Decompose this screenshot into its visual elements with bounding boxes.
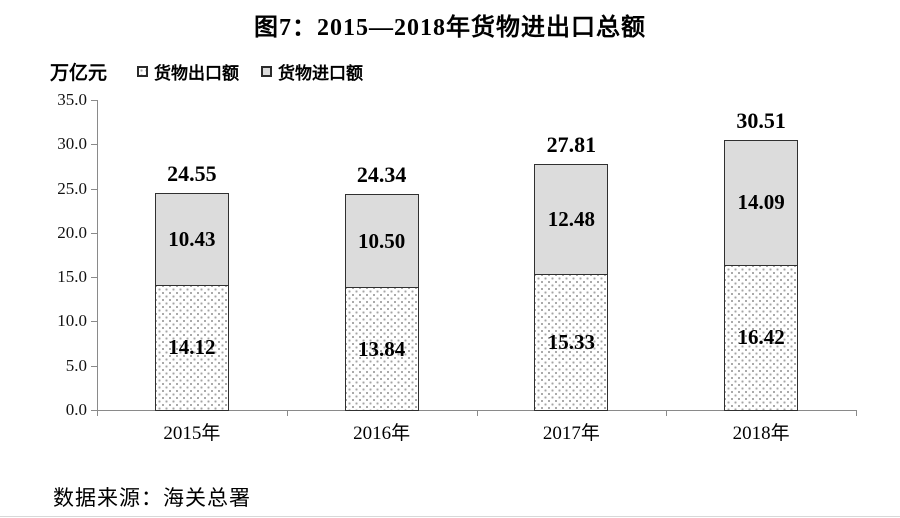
segment-value-label: 14.12 xyxy=(168,335,216,360)
y-tick-label: 10.0 xyxy=(57,311,87,331)
bar-segment-export xyxy=(724,264,799,411)
category-label: 2015年 xyxy=(163,423,221,444)
x-tick-mark xyxy=(666,410,668,416)
legend: 货物出口额 货物进口额 xyxy=(137,59,363,84)
segment-value-label: 15.33 xyxy=(547,330,595,355)
y-axis-unit-label: 万亿元 xyxy=(50,63,108,84)
bar-segment-import xyxy=(534,163,609,276)
total-value-label: 30.51 xyxy=(736,107,786,133)
dotted-white-square-icon xyxy=(137,66,148,77)
y-tick-mark xyxy=(91,365,97,367)
y-tick-mark xyxy=(91,232,97,234)
segment-value-label: 14.09 xyxy=(737,190,785,215)
y-tick-mark xyxy=(91,188,97,190)
bar-segment-import xyxy=(724,139,799,266)
y-axis-line xyxy=(97,100,98,410)
gray-square-icon xyxy=(261,66,272,77)
y-tick-mark xyxy=(91,277,97,279)
y-tick-label: 5.0 xyxy=(65,355,87,375)
y-tick-mark xyxy=(91,100,97,101)
category-label: 2018年 xyxy=(732,423,790,444)
bar-segment-import xyxy=(154,192,229,286)
bar-segment-export xyxy=(344,287,419,411)
bar-segment-export xyxy=(154,284,229,411)
legend-label-exports: 货物出口额 xyxy=(154,64,239,83)
total-value-label: 24.34 xyxy=(356,162,407,188)
segment-value-label: 12.48 xyxy=(547,206,595,231)
legend-item-exports: 货物出口额 xyxy=(137,59,239,84)
y-tick-label: 25.0 xyxy=(57,178,87,198)
x-tick-mark xyxy=(97,410,98,416)
segment-value-label: 10.50 xyxy=(358,228,406,253)
y-tick-label: 35.0 xyxy=(57,90,87,109)
source-note: 数据来源：海关总署 xyxy=(53,487,251,510)
bar-segment-import xyxy=(344,194,419,289)
y-tick-mark xyxy=(91,144,97,146)
chart-title: 图7：2015—2018年货物进出口总额 xyxy=(254,15,646,41)
bar-segment-export xyxy=(534,274,609,411)
total-value-label: 27.81 xyxy=(546,131,597,157)
y-tick-label: 0.0 xyxy=(65,400,87,419)
category-label: 2017年 xyxy=(542,423,600,444)
x-tick-mark xyxy=(476,410,478,416)
category-label: 2016年 xyxy=(353,423,411,444)
y-tick-label: 20.0 xyxy=(57,222,87,242)
y-tick-mark xyxy=(91,410,97,411)
legend-item-imports: 货物进口额 xyxy=(261,59,363,84)
legend-label-imports: 货物进口额 xyxy=(278,64,363,83)
y-tick-label: 15.0 xyxy=(57,267,87,287)
y-tick-label: 30.0 xyxy=(57,134,87,154)
total-value-label: 24.55 xyxy=(167,160,217,186)
segment-value-label: 16.42 xyxy=(737,325,785,350)
bottom-divider xyxy=(0,516,900,517)
x-tick-mark xyxy=(286,410,288,416)
segment-value-label: 13.84 xyxy=(358,336,406,361)
y-tick-mark xyxy=(91,321,97,323)
segment-value-label: 10.43 xyxy=(168,226,216,251)
x-tick-mark xyxy=(856,410,857,416)
